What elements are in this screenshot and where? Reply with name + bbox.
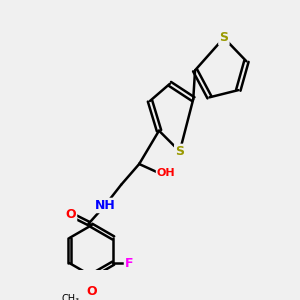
- Text: CH₃: CH₃: [61, 294, 80, 300]
- Text: S: S: [219, 32, 228, 44]
- Text: S: S: [175, 145, 184, 158]
- Text: O: O: [86, 286, 97, 298]
- Text: OH: OH: [157, 168, 176, 178]
- Text: F: F: [125, 257, 134, 270]
- Text: NH: NH: [94, 199, 115, 212]
- Text: O: O: [65, 208, 76, 221]
